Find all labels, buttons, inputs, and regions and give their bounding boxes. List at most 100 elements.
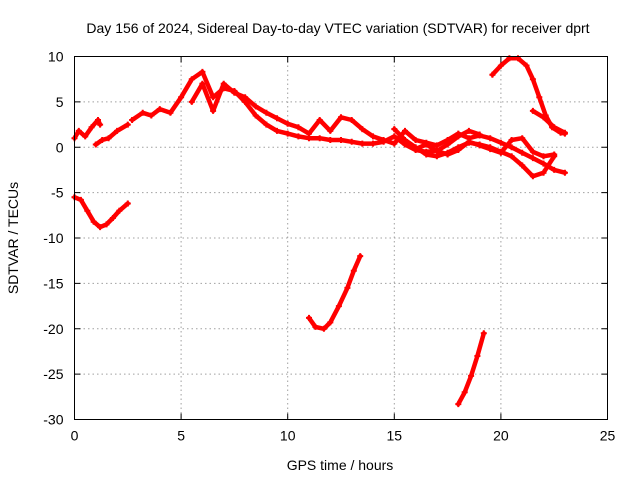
data-point-arc-9 bbox=[561, 129, 568, 136]
data-point-arc-6 bbox=[540, 169, 547, 176]
data-point-arc-4 bbox=[348, 138, 355, 145]
data-point-arc-7 bbox=[540, 153, 547, 160]
data-point-arc-5 bbox=[242, 94, 249, 101]
data-point-arc-5 bbox=[508, 144, 515, 151]
data-point-arc-4 bbox=[199, 68, 206, 75]
data-point-arc-7 bbox=[423, 141, 430, 148]
data-point-arc-4 bbox=[274, 127, 280, 134]
x-tick-label: 15 bbox=[387, 428, 403, 444]
data-point-arc-10 bbox=[327, 319, 334, 326]
data-point-arc-5 bbox=[380, 137, 387, 143]
data-point-arc-1 bbox=[116, 207, 123, 214]
data-series-layer bbox=[71, 55, 568, 408]
data-point-arc-1 bbox=[77, 196, 84, 203]
data-point-arc-11 bbox=[468, 372, 475, 379]
data-point-arc-4 bbox=[327, 137, 334, 143]
data-point-arc-1 bbox=[103, 221, 110, 228]
data-point-arc-1 bbox=[84, 207, 91, 214]
data-point-arc-5 bbox=[519, 149, 526, 156]
data-point-arc-5 bbox=[497, 139, 504, 146]
data-point-arc-7 bbox=[519, 135, 526, 142]
data-point-arc-10 bbox=[335, 303, 342, 310]
data-point-arc-5 bbox=[263, 109, 270, 116]
data-point-arc-4 bbox=[129, 117, 136, 123]
data-point-arc-4 bbox=[370, 140, 376, 147]
data-point-arc-4 bbox=[178, 94, 185, 101]
data-point-arc-5 bbox=[412, 137, 419, 143]
data-point-arc-9 bbox=[551, 124, 558, 131]
data-point-arc-5 bbox=[348, 117, 355, 123]
y-axis-ticks: -30 -25 -20 -15 -10 -5 0 5 10 bbox=[43, 49, 608, 428]
data-point-arc-11 bbox=[480, 330, 487, 337]
data-point-arc-6 bbox=[529, 173, 536, 180]
data-point-arc-5 bbox=[199, 80, 206, 87]
data-point-arc-3 bbox=[99, 137, 106, 143]
data-point-arc-5 bbox=[327, 127, 334, 134]
data-point-arc-5 bbox=[359, 126, 366, 133]
data-series-arc-10 bbox=[306, 253, 363, 332]
y-tick-label: 10 bbox=[48, 49, 64, 65]
data-point-arc-5 bbox=[444, 137, 451, 143]
data-point-arc-9 bbox=[529, 107, 536, 114]
data-point-arc-5 bbox=[455, 130, 462, 137]
data-point-arc-4 bbox=[316, 135, 323, 142]
data-point-arc-5 bbox=[188, 98, 195, 105]
data-point-arc-3 bbox=[105, 135, 112, 142]
data-point-arc-5 bbox=[338, 114, 344, 121]
x-tick-label: 10 bbox=[280, 428, 296, 444]
data-point-arc-1 bbox=[109, 215, 116, 221]
data-point-arc-7 bbox=[412, 146, 419, 153]
y-tick-label: 0 bbox=[56, 139, 64, 155]
data-point-arc-1 bbox=[97, 224, 104, 231]
data-point-arc-1 bbox=[124, 200, 131, 207]
grid-lines bbox=[74, 56, 608, 420]
x-tick-label: 25 bbox=[600, 428, 616, 444]
data-point-arc-8 bbox=[536, 94, 543, 101]
data-point-arc-5 bbox=[561, 169, 568, 176]
x-axis-ticks: 0 5 10 15 20 25 bbox=[71, 56, 616, 444]
y-tick-label: -25 bbox=[43, 366, 63, 382]
data-point-arc-4 bbox=[391, 133, 398, 140]
data-point-arc-5 bbox=[306, 130, 312, 137]
y-tick-label: 5 bbox=[56, 94, 64, 110]
data-point-arc-5 bbox=[284, 120, 291, 127]
data-point-arc-2 bbox=[95, 117, 101, 123]
data-point-arc-8 bbox=[523, 62, 530, 69]
data-point-arc-7 bbox=[433, 147, 440, 154]
y-tick-label: -5 bbox=[51, 185, 64, 201]
data-point-arc-5 bbox=[551, 166, 558, 173]
y-tick-label: -15 bbox=[43, 275, 63, 291]
data-point-arc-2 bbox=[82, 133, 89, 140]
data-point-arc-7 bbox=[476, 142, 483, 149]
data-point-arc-4 bbox=[465, 127, 472, 134]
data-point-arc-5 bbox=[476, 132, 483, 139]
data-point-arc-7 bbox=[497, 149, 504, 156]
data-point-arc-5 bbox=[231, 89, 238, 96]
data-point-arc-4 bbox=[139, 109, 146, 116]
data-point-arc-4 bbox=[263, 121, 270, 128]
data-point-arc-3 bbox=[92, 141, 99, 148]
data-point-arc-5 bbox=[402, 127, 408, 134]
data-point-arc-5 bbox=[274, 115, 280, 122]
data-point-arc-5 bbox=[210, 107, 217, 114]
data-point-arc-8 bbox=[489, 71, 496, 78]
data-point-arc-4 bbox=[252, 112, 259, 119]
data-point-arc-5 bbox=[391, 140, 398, 147]
data-series-arc-4 bbox=[129, 69, 482, 155]
data-point-arc-10 bbox=[357, 253, 364, 260]
data-point-arc-7 bbox=[508, 137, 515, 143]
data-point-arc-6 bbox=[423, 151, 430, 158]
data-point-arc-5 bbox=[529, 155, 536, 162]
data-series-arc-11 bbox=[456, 331, 487, 407]
data-point-arc-10 bbox=[350, 267, 357, 274]
data-point-arc-5 bbox=[540, 160, 547, 167]
data-point-arc-5 bbox=[220, 80, 227, 87]
data-point-arc-11 bbox=[474, 353, 481, 359]
data-point-arc-4 bbox=[188, 76, 195, 83]
data-point-arc-5 bbox=[252, 103, 259, 110]
data-point-arc-8 bbox=[497, 62, 504, 69]
data-point-arc-9 bbox=[540, 114, 547, 121]
data-point-arc-2 bbox=[88, 124, 95, 131]
data-point-arc-3 bbox=[124, 121, 131, 128]
data-point-arc-11 bbox=[455, 401, 462, 408]
